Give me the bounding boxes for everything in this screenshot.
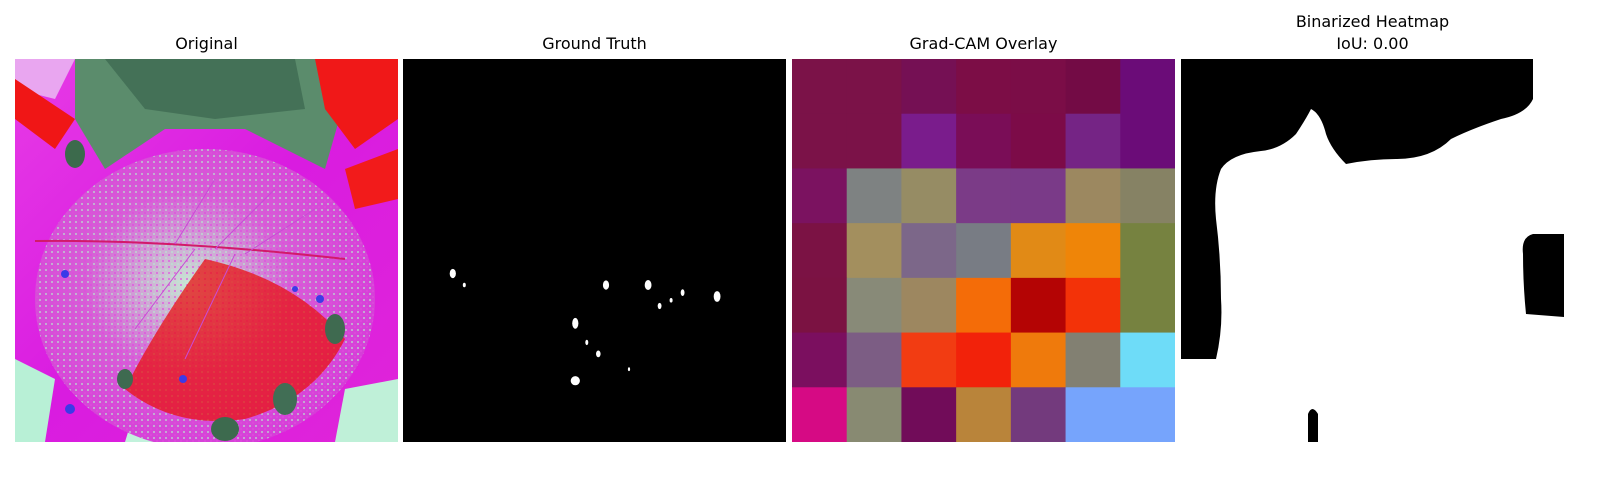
lesion-spot bbox=[596, 350, 601, 358]
lesion-spot bbox=[627, 367, 631, 372]
heatmap-cell bbox=[846, 277, 902, 334]
heatmap-cell bbox=[1065, 113, 1121, 169]
panel-title: Grad-CAM Overlay bbox=[909, 34, 1058, 53]
heatmap-cell bbox=[846, 59, 902, 115]
lesion-spot bbox=[462, 282, 466, 288]
heatmap-cell bbox=[1120, 113, 1175, 169]
binarized-heatmap-mask bbox=[1181, 59, 1564, 442]
heatmap-cell bbox=[792, 332, 848, 388]
heatmap-cell bbox=[1010, 168, 1067, 224]
heatmap-cell bbox=[1120, 168, 1175, 224]
original-image bbox=[15, 59, 398, 442]
heatmap-cell bbox=[1120, 277, 1175, 334]
heatmap-cell bbox=[1120, 387, 1175, 442]
panel-title: Original bbox=[175, 34, 238, 53]
heatmap-cell bbox=[901, 277, 957, 334]
heatmap-cell bbox=[1120, 332, 1175, 388]
heatmap-cell bbox=[792, 59, 848, 115]
gradcam-overlay-image bbox=[792, 59, 1175, 442]
heatmap-cell bbox=[1010, 223, 1067, 279]
heatmap-cell bbox=[846, 223, 902, 279]
binarized-heatmap-image bbox=[1181, 59, 1564, 442]
heatmap-cell bbox=[956, 168, 1012, 224]
heatmap-cell bbox=[1065, 387, 1121, 442]
heatmap-cell bbox=[846, 168, 902, 224]
heatmap-cell bbox=[1065, 223, 1121, 279]
ground-truth-mask-image bbox=[403, 59, 786, 442]
heatmap-cell bbox=[792, 387, 848, 442]
heatmap-cell bbox=[901, 113, 957, 169]
heatmap-cell bbox=[792, 168, 848, 224]
lesion-spot bbox=[657, 302, 662, 310]
lesion-spot bbox=[449, 268, 456, 279]
heatmap-cell bbox=[1010, 59, 1067, 115]
heatmap-cell bbox=[846, 113, 902, 169]
heatmap-cell bbox=[1120, 223, 1175, 279]
heatmap-cell bbox=[956, 113, 1012, 169]
heatmap-cell bbox=[1010, 277, 1067, 334]
lesion-spot bbox=[602, 280, 610, 290]
heatmap-cell bbox=[956, 223, 1012, 279]
heatmap-cell bbox=[1010, 113, 1067, 169]
heatmap-cell bbox=[1065, 59, 1121, 115]
heatmap-cell bbox=[792, 223, 848, 279]
heatmap-cell bbox=[956, 277, 1012, 334]
heatmap-cell bbox=[792, 277, 848, 334]
ground-truth-mask bbox=[403, 59, 786, 442]
panel-title: Ground Truth bbox=[542, 34, 647, 53]
heatmap-cell bbox=[792, 113, 848, 169]
heatmap-cell bbox=[1065, 277, 1121, 334]
gradcam-heatmap-grid bbox=[792, 59, 1175, 442]
heatmap-cell bbox=[901, 59, 957, 115]
heatmap-cell bbox=[956, 332, 1012, 388]
lesion-spot bbox=[669, 298, 673, 303]
lesion-spot bbox=[680, 289, 685, 296]
lesion-spot bbox=[644, 280, 652, 290]
heatmap-cell bbox=[846, 387, 902, 442]
heatmap-cell bbox=[901, 223, 957, 279]
lesion-spot bbox=[570, 376, 580, 386]
heatmap-cell bbox=[1010, 387, 1067, 442]
heatmap-cell bbox=[846, 332, 902, 388]
heatmap-cell bbox=[1120, 59, 1175, 115]
heatmap-cell bbox=[956, 59, 1012, 115]
lesion-spot bbox=[713, 291, 721, 302]
heatmap-cell bbox=[901, 168, 957, 224]
lesion-spot bbox=[585, 339, 589, 346]
heatmap-cell bbox=[1065, 168, 1121, 224]
heatmap-cell bbox=[1065, 332, 1121, 388]
heatmap-cell bbox=[901, 332, 957, 388]
heatmap-cell bbox=[1010, 332, 1067, 388]
original-leaf-image bbox=[15, 59, 398, 442]
iou-score: IoU: 0.00 bbox=[1336, 34, 1409, 53]
heatmap-cell bbox=[901, 387, 957, 442]
lesion-spot bbox=[572, 317, 579, 329]
panel-title: Binarized Heatmap bbox=[1295, 12, 1450, 31]
heatmap-cell bbox=[956, 387, 1012, 442]
